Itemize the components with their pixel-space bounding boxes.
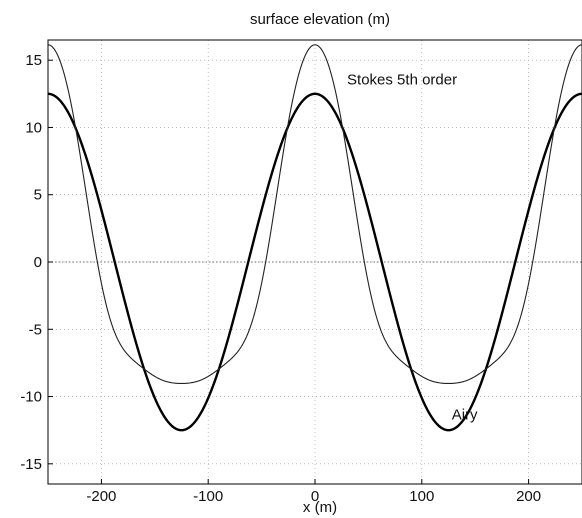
y-tick-label: -5 — [29, 321, 42, 338]
axis-ticks: -200 -100 0 100 200 -15 -10 -5 0 5 10 15 — [20, 52, 541, 505]
x-axis-label: x (m) — [303, 499, 337, 516]
x-tick-label: 200 — [516, 488, 541, 505]
series-annotation: Stokes 5th order — [347, 71, 457, 88]
x-tick-label: -200 — [86, 488, 116, 505]
series-line-stokes-5th-order — [47, 44, 582, 385]
x-tick-label: 100 — [409, 488, 434, 505]
y-tick-label: 0 — [34, 254, 42, 271]
x-tick-label: -100 — [193, 488, 223, 505]
y-tick-label: -10 — [20, 389, 42, 406]
y-tick-label: 15 — [25, 52, 42, 69]
series-annotations: Stokes 5th order Airy — [347, 71, 478, 423]
series-annotation: Airy — [452, 406, 478, 423]
chart-title: surface elevation (m) — [250, 11, 390, 28]
y-tick-label: 10 — [25, 119, 42, 136]
series-line-airy — [47, 92, 582, 432]
y-tick-label: 5 — [34, 187, 42, 204]
series-lines — [47, 44, 582, 432]
x-tick-label: 0 — [311, 488, 319, 505]
y-tick-label: -15 — [20, 456, 42, 473]
